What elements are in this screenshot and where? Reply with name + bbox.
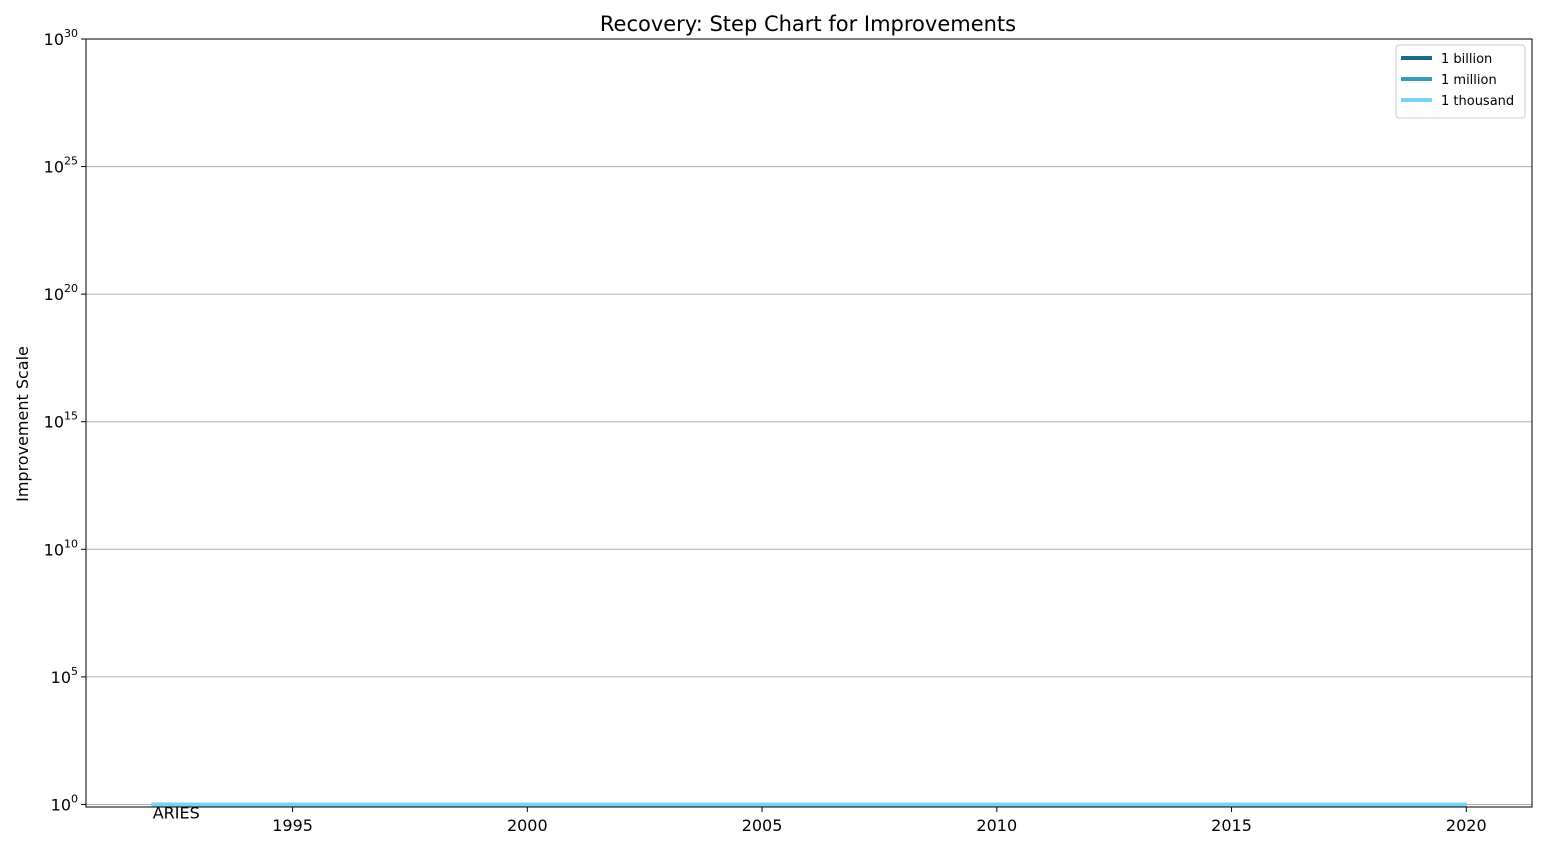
x-tick-label: 1995 (272, 816, 313, 835)
x-tick-label: 2020 (1446, 816, 1487, 835)
x-tick-label: 2015 (1211, 816, 1252, 835)
chart-title: Recovery: Step Chart for Improvements (600, 12, 1016, 36)
plot-frame (85, 38, 1533, 808)
x-axis-ticks: 1995 2000 2005 2010 2015 2020 (272, 807, 1487, 835)
y-axis-label: Improvement Scale (13, 346, 32, 502)
y-tick-label: 1030 (44, 27, 78, 49)
legend: 1 billion 1 million 1 thousand (1395, 44, 1526, 119)
legend-label: 1 thousand (1441, 94, 1514, 109)
y-tick-label: 1025 (44, 155, 78, 177)
y-axis-ticks: 100 105 1010 1015 1020 1025 1030 (44, 27, 86, 814)
annotations: ARIES (153, 803, 200, 822)
x-tick-label: 2005 (742, 816, 783, 835)
y-tick-label: 1010 (44, 537, 78, 559)
x-tick-label: 2000 (507, 816, 548, 835)
y-tick-label: 1015 (44, 410, 78, 432)
y-tick-label: 105 (51, 665, 78, 687)
legend-label: 1 billion (1441, 52, 1492, 67)
x-tick-label: 2010 (976, 816, 1017, 835)
legend-label: 1 million (1441, 73, 1497, 88)
annotation-label: ARIES (153, 803, 200, 822)
y-tick-label: 1020 (44, 282, 78, 304)
y-tick-label: 100 (51, 792, 78, 814)
